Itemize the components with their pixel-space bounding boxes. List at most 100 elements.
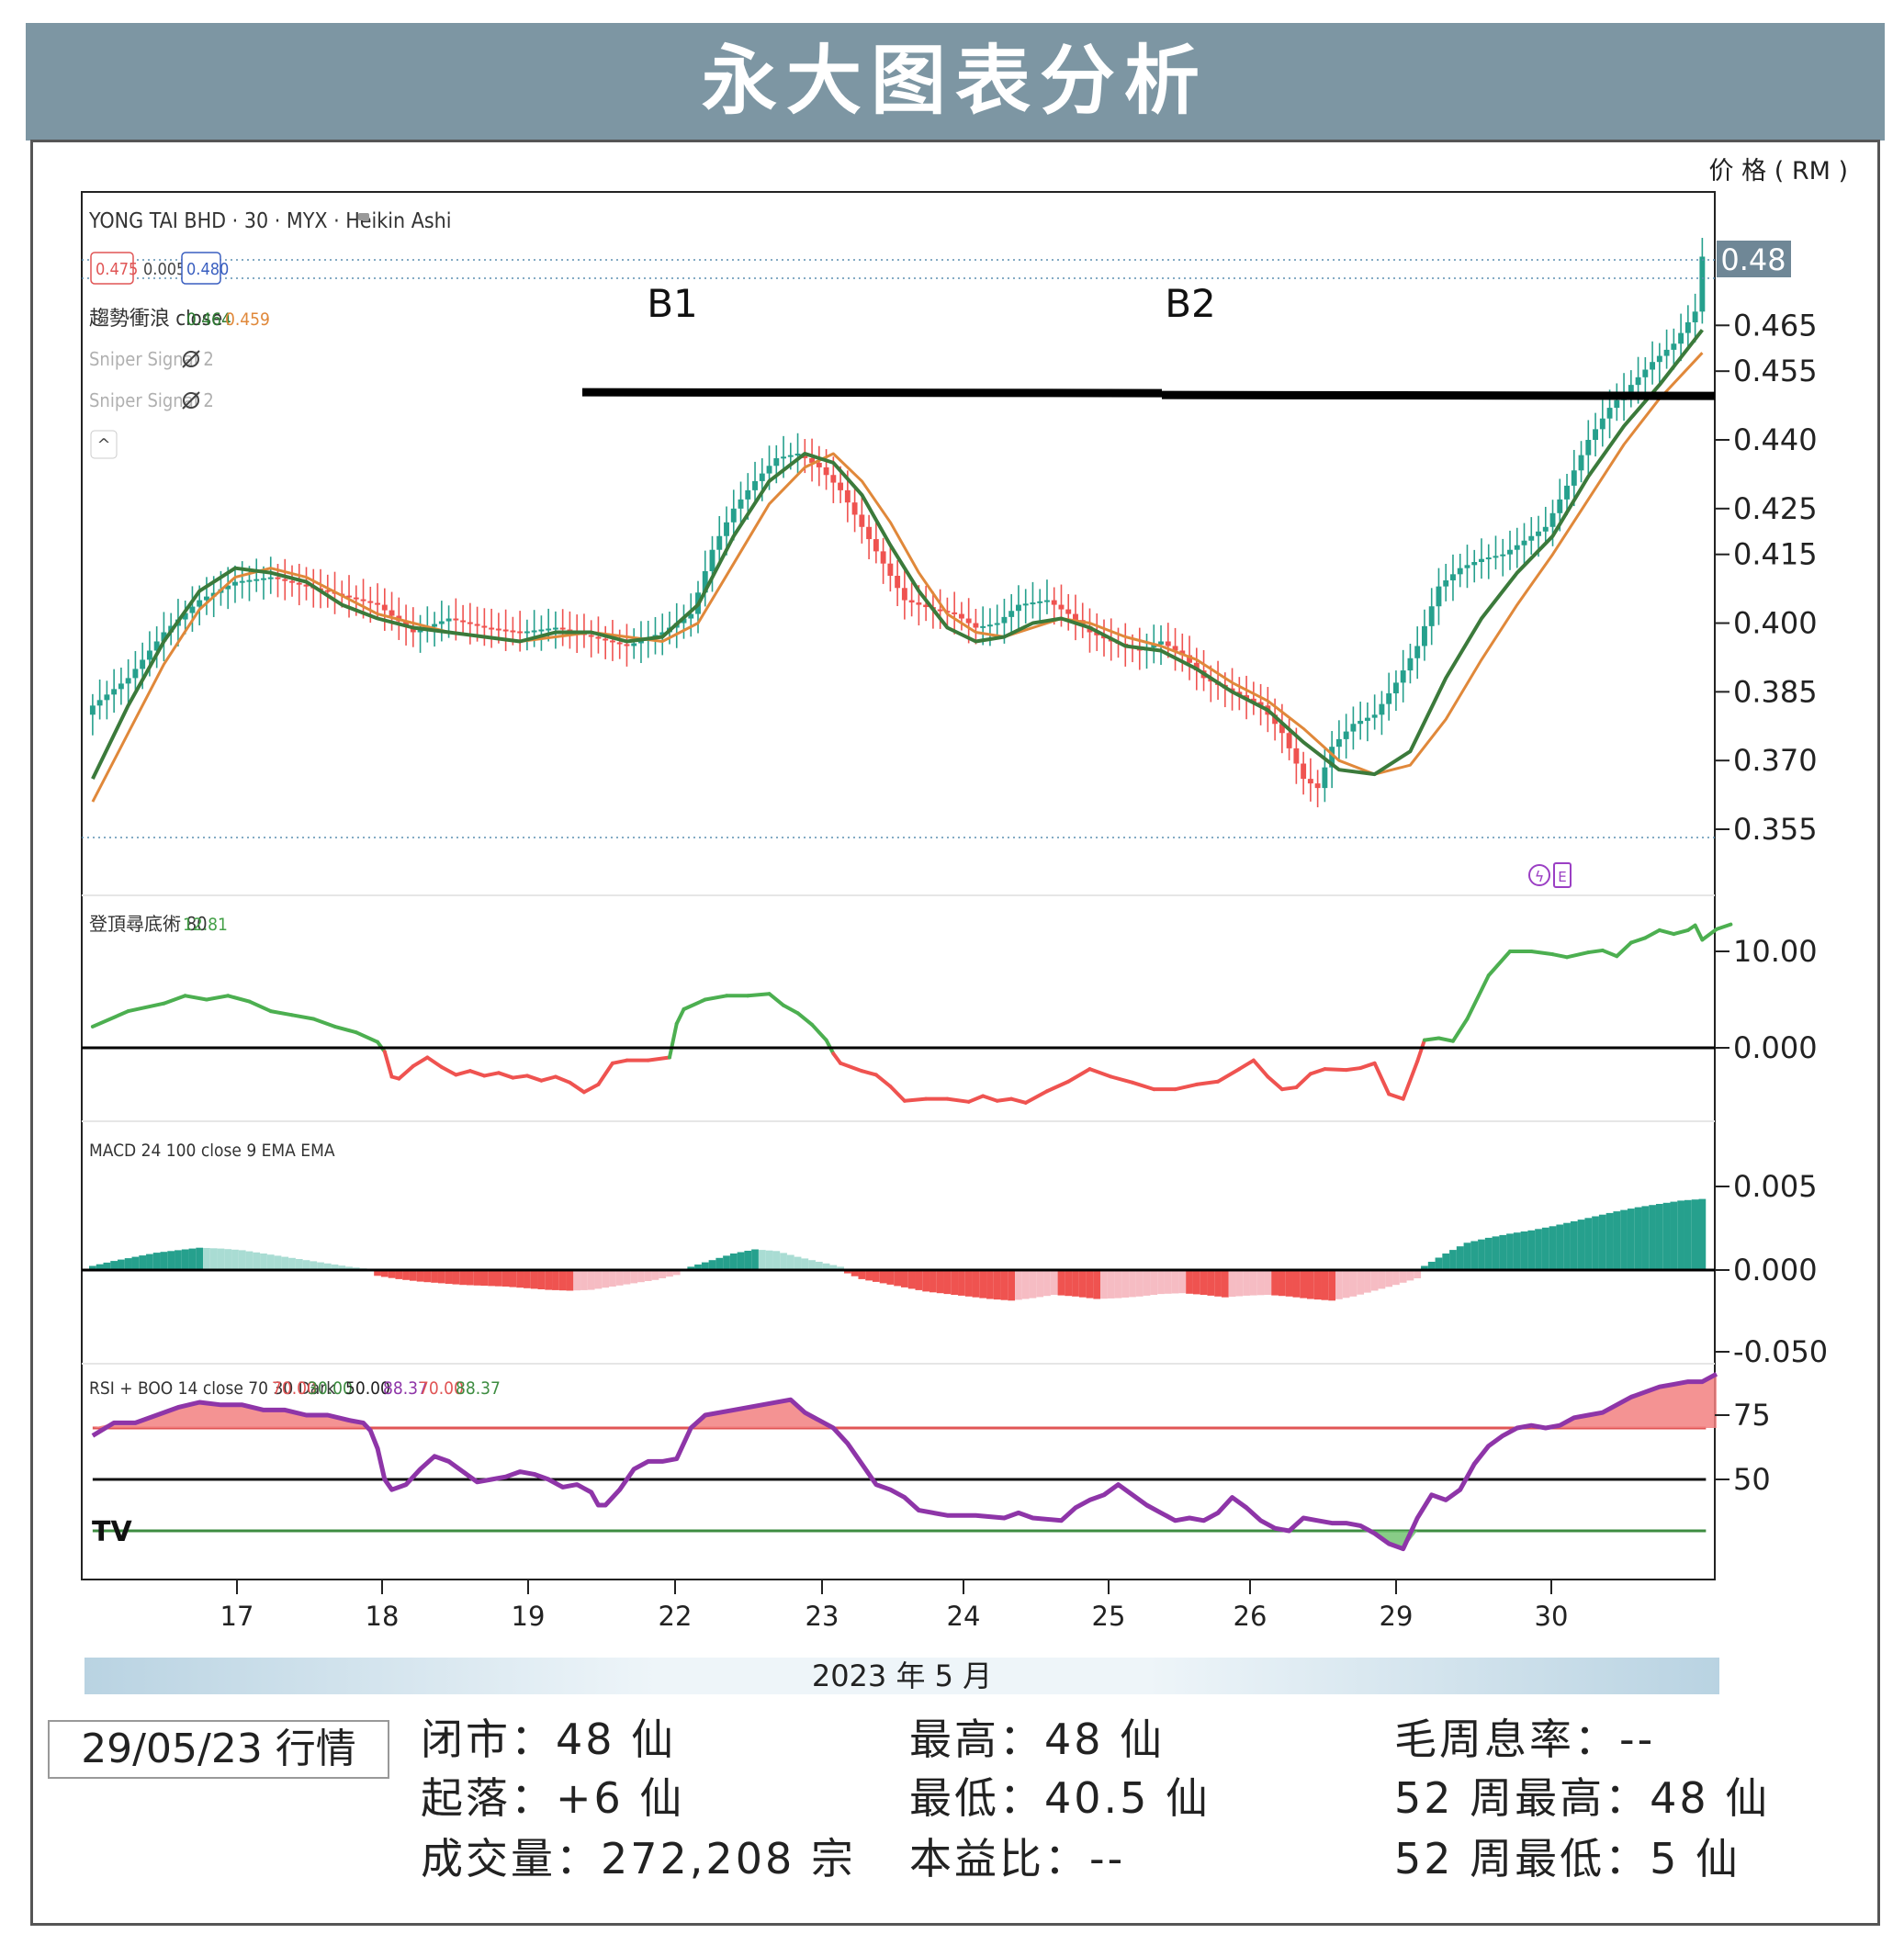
rsi-tick-label: 75 — [1733, 1398, 1771, 1433]
macd-histogram-bar — [217, 1248, 225, 1270]
oscillator-segment — [1700, 927, 1718, 942]
oscillator-segment — [1401, 1059, 1420, 1101]
rsi-line — [91, 1372, 1718, 1552]
macd-histogram-bar — [118, 1259, 125, 1270]
macd-histogram-bar — [1392, 1270, 1400, 1286]
oscillator-segment — [667, 1021, 679, 1060]
macd-histogram-bar — [715, 1257, 724, 1270]
macd-histogram-bar — [152, 1253, 161, 1270]
macd-histogram-bar — [1399, 1270, 1407, 1283]
candle-body — [246, 579, 253, 582]
macd-histogram-bar — [1135, 1270, 1144, 1297]
macd-histogram-bar — [772, 1251, 781, 1270]
ohlc-badge-box — [90, 252, 134, 285]
candle-body — [1571, 470, 1577, 486]
macd-histogram-bar — [936, 1270, 944, 1294]
candle-body — [809, 457, 816, 463]
candle-body — [1628, 385, 1634, 393]
macd-histogram-bar — [231, 1249, 239, 1270]
macd-histogram-bar — [1364, 1270, 1371, 1293]
macd-histogram-bar — [473, 1270, 481, 1286]
candle-body — [1422, 625, 1427, 646]
oscillator-segment — [1308, 1067, 1327, 1076]
candle-body — [1464, 565, 1470, 568]
x-tick-label: 25 — [1092, 1601, 1126, 1632]
candle-body — [752, 480, 758, 490]
candle-body — [1436, 586, 1442, 607]
candle-body — [787, 455, 794, 457]
oscillator-segment — [1109, 1074, 1135, 1085]
candle-body — [282, 579, 288, 581]
oscillator-segment — [945, 1096, 971, 1104]
oscillator-segment — [553, 1074, 572, 1085]
macd-histogram-bar — [758, 1250, 766, 1270]
candle-body — [1507, 549, 1513, 555]
candle-body — [1073, 613, 1078, 621]
macd-histogram-bar — [160, 1252, 168, 1270]
macd-histogram-bar — [1478, 1239, 1485, 1270]
candle-body — [538, 629, 545, 632]
candle-body — [495, 628, 501, 631]
oscillator-segment — [746, 992, 772, 998]
macd-histogram-bar — [317, 1262, 324, 1270]
oscillator-label: 登頂尋底術 80 — [89, 913, 208, 935]
candle-body — [1400, 670, 1406, 683]
oscillator-segment — [1251, 1058, 1270, 1079]
oscillator-segment — [839, 1061, 864, 1074]
macd-histogram-bar — [409, 1270, 417, 1281]
candle-body — [1165, 641, 1171, 646]
oscillator-segment — [1066, 1067, 1092, 1084]
indicator-value-green: 0.464 — [186, 309, 231, 330]
candle-body — [1022, 603, 1029, 606]
oscillator-segment — [290, 1013, 316, 1021]
rsi-tick-label: 50 — [1733, 1462, 1771, 1497]
macd-histogram-bar — [986, 1270, 994, 1299]
price-tick-label: 0.370 — [1733, 743, 1818, 778]
macd-histogram-bar — [1200, 1270, 1208, 1295]
candle-body — [952, 612, 958, 614]
macd-histogram-bar — [1000, 1270, 1008, 1300]
macd-histogram-bar — [1121, 1270, 1130, 1298]
last-price-tag — [1717, 241, 1791, 277]
oscillator-segment — [795, 1011, 815, 1027]
candle-body — [153, 641, 160, 651]
candle-body — [1193, 662, 1200, 671]
oscillator-segment — [1586, 948, 1605, 955]
candle-body — [1614, 399, 1620, 409]
macd-histogram-bar — [1107, 1270, 1115, 1299]
macd-histogram-bar — [1313, 1270, 1322, 1300]
candle-body — [89, 705, 96, 715]
candle-body — [517, 631, 524, 634]
sniper-signal-label: Sniper Signal 2 — [89, 348, 214, 370]
oscillator-segment — [995, 1096, 1014, 1103]
candle-body — [1549, 512, 1556, 527]
macd-histogram-bar — [872, 1270, 880, 1282]
macd-histogram-bar — [537, 1270, 546, 1289]
price-tick-label: 0.355 — [1733, 812, 1818, 847]
macd-histogram-bar — [124, 1258, 132, 1270]
candle-body — [873, 539, 879, 552]
oscillator-segment — [1565, 950, 1591, 960]
x-tick-label: 24 — [947, 1601, 981, 1632]
candle-body — [766, 466, 772, 474]
legend-menu-icon — [358, 213, 369, 220]
macd-histogram-bar — [288, 1257, 296, 1270]
candle-body — [1635, 377, 1641, 386]
oscillator-segment — [873, 1073, 893, 1088]
price-panel: B1 B2 — [82, 238, 1716, 838]
candle-body — [851, 502, 858, 515]
macd-histogram-bar — [1484, 1237, 1493, 1270]
macd-histogram-bar — [274, 1255, 282, 1270]
macd-histogram-bar — [1556, 1224, 1564, 1270]
axes-layer: 0.465 0.455 0.440 0.425 0.415 0.400 0.385 0.370… — [220, 241, 1828, 1632]
macd-histogram-bar — [1093, 1270, 1101, 1299]
candle-body — [346, 595, 352, 598]
candle-body — [1151, 644, 1157, 648]
oscillator-segment — [703, 994, 729, 1002]
oscillator-segment — [1323, 1067, 1348, 1073]
oscillator-segment — [1387, 1092, 1405, 1101]
candle-body — [96, 700, 103, 706]
macd-histogram-bar — [1662, 1202, 1671, 1270]
candle-body — [958, 613, 964, 619]
rsi-legend-value: 70.00 — [272, 1378, 317, 1399]
